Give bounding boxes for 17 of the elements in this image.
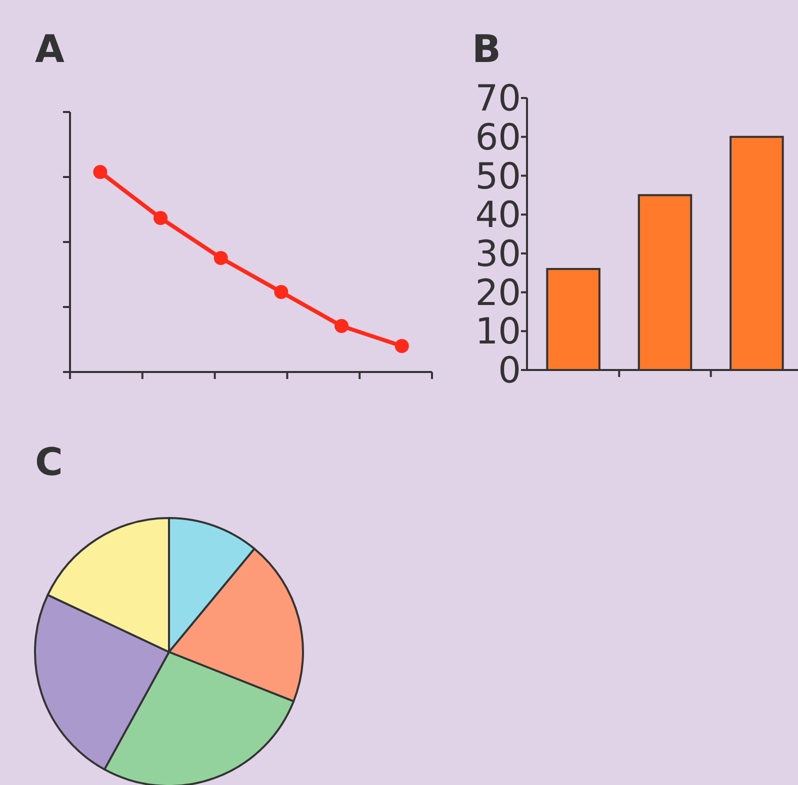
- point: [154, 211, 168, 225]
- chart-title: B: [472, 27, 501, 71]
- point: [334, 319, 348, 333]
- point: [93, 165, 108, 179]
- y-tick-label: 60: [475, 117, 521, 158]
- y-tick-label: 40: [475, 195, 521, 236]
- y-tick-label: 20: [475, 272, 521, 314]
- y-tick-label: 70: [475, 78, 521, 120]
- point: [394, 339, 409, 353]
- chart-title: A: [35, 27, 65, 71]
- y-tick-label: 10: [475, 312, 521, 353]
- y-tick-label: 0: [498, 350, 521, 392]
- point: [274, 285, 288, 299]
- point: [214, 251, 228, 265]
- y-tick-label: 30: [475, 234, 521, 276]
- chart-title: C: [35, 440, 63, 484]
- y-tick-label: 50: [475, 156, 521, 198]
